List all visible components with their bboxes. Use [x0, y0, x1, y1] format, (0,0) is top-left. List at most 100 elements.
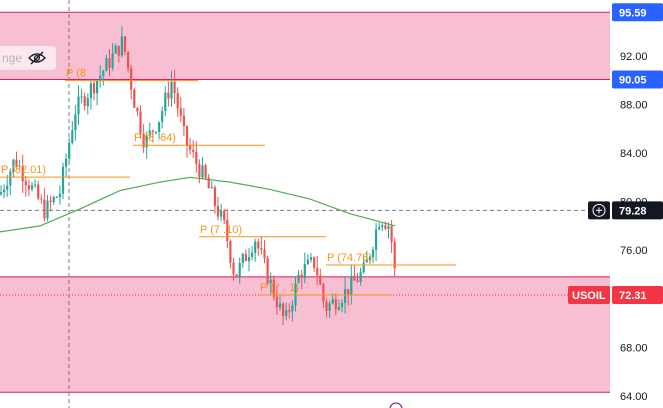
event-marker-icon: [389, 402, 403, 408]
candle-body: [108, 58, 111, 68]
candle-body: [272, 279, 275, 297]
candle-body: [182, 115, 185, 127]
candle-body: [189, 145, 192, 150]
candle-body: [12, 159, 15, 172]
candle-body: [257, 241, 260, 249]
lower-zone: [0, 276, 610, 393]
candle-body: [297, 274, 300, 283]
candle-body: [381, 225, 384, 227]
candle-body: [241, 253, 244, 263]
candle-body: [46, 200, 49, 219]
candle-body: [161, 111, 164, 122]
ma-line: [0, 176, 396, 233]
candle-body: [21, 165, 24, 182]
candle-body: [387, 226, 390, 229]
moving-average: [0, 176, 396, 233]
candle-body: [325, 301, 328, 311]
candle-body: [229, 241, 232, 263]
candle-body: [235, 274, 238, 277]
candle-body: [362, 262, 365, 273]
candle-body: [216, 205, 220, 217]
candle-body: [117, 45, 120, 56]
candle-body: [15, 159, 18, 167]
candle-body: [220, 210, 223, 217]
candle-body: [313, 257, 316, 268]
candle-body: [300, 274, 303, 278]
candle-body: [114, 45, 117, 54]
candle-body: [207, 177, 210, 189]
candle-body: [176, 93, 179, 109]
candle-body: [226, 219, 229, 241]
candle-body: [123, 36, 127, 52]
pivot-label: P (7 . 1): [260, 282, 299, 294]
candle-body: [34, 184, 37, 186]
price-tag-text: 90.05: [619, 75, 647, 87]
candle-body: [353, 275, 356, 281]
eye-crossed-icon[interactable]: [28, 51, 46, 65]
symbol-tag: [568, 285, 610, 304]
hidden-indicator-label: nge: [2, 51, 23, 65]
candle-body: [350, 275, 353, 296]
candle-body: [167, 92, 170, 99]
upper-zone: [0, 12, 610, 80]
candle-body: [356, 280, 359, 282]
price-tag-text: 79.28: [619, 205, 647, 217]
candle-body: [285, 310, 288, 317]
candle-body: [278, 303, 282, 308]
candle-body: [40, 198, 43, 200]
candle-body: [86, 98, 89, 107]
candle-body: [269, 279, 272, 284]
candle-body: [371, 249, 375, 258]
candle-body: [210, 187, 213, 189]
price-tags: 95.59 90.05 79.28 72.31 USOIL: [389, 3, 663, 408]
hidden-indicator-chip[interactable]: nge: [0, 46, 56, 70]
y-tick-label: 76.00: [620, 245, 648, 257]
candle-body: [213, 187, 216, 206]
candle-body: [18, 165, 21, 167]
candle-body: [55, 197, 58, 198]
candle-body: [49, 200, 52, 202]
pivot-label: P (8: [66, 68, 86, 80]
candle-body: [89, 83, 92, 98]
price-tag-72.31: [612, 285, 663, 304]
candle-body: [136, 107, 139, 112]
candle-body: [68, 142, 71, 159]
candle-body: [378, 227, 381, 230]
candle-body: [288, 310, 291, 312]
candle-body: [365, 259, 368, 263]
candle-body: [74, 114, 77, 131]
price-tag-90.05: [612, 70, 663, 89]
candle-body: [27, 185, 30, 190]
candle-body: [105, 58, 108, 71]
candle-body: [164, 92, 167, 112]
candle-body: [306, 259, 309, 264]
candle-body: [133, 89, 136, 108]
candle-body: [0, 192, 3, 195]
candle-body: [71, 130, 74, 143]
price-tag-text: 72.31: [619, 290, 647, 302]
plus-circle-icon: [592, 203, 606, 217]
candle-body: [96, 80, 99, 94]
candle-body: [151, 130, 154, 132]
candle-body: [192, 149, 195, 152]
candle-body: [179, 108, 182, 116]
candle-body: [359, 272, 362, 282]
candle-body: [309, 257, 313, 260]
y-tick-label: 84.00: [620, 148, 648, 160]
candle-body: [80, 96, 83, 98]
y-tick-label: 92.00: [620, 51, 648, 63]
candle-body: [111, 53, 114, 68]
candle-body: [43, 199, 46, 219]
candle-body: [263, 249, 266, 259]
candle-body: [393, 242, 396, 269]
candle-body: [130, 68, 133, 90]
candle-body: [198, 163, 201, 178]
candle-body: [127, 51, 130, 69]
price-tag-text: 95.59: [619, 7, 647, 19]
candle-body: [247, 256, 251, 262]
candle-body: [238, 263, 241, 277]
candle-body: [65, 158, 68, 167]
candle-body: [368, 257, 371, 260]
candles: [0, 26, 396, 325]
